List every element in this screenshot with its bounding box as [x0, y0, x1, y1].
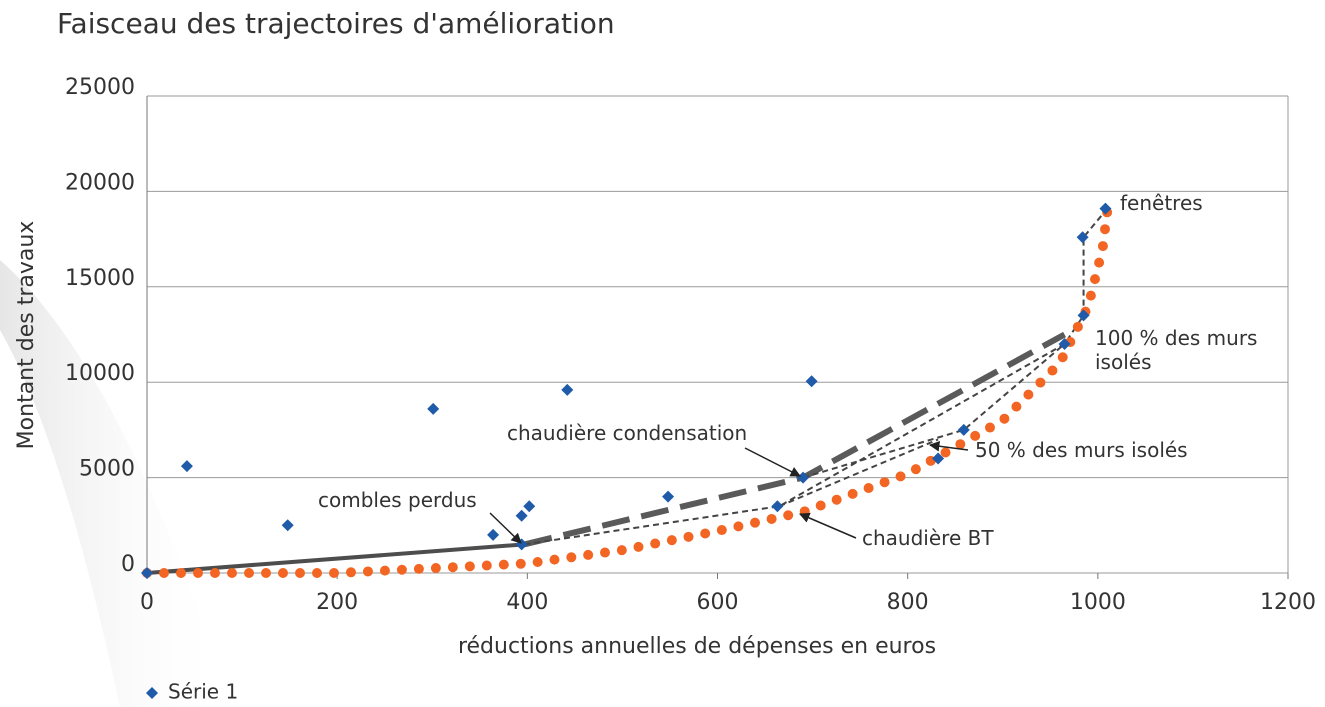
scatter-point: [771, 500, 784, 513]
scatter-point: [427, 402, 440, 415]
scatter-point: [523, 500, 536, 513]
y-tick-label: 25000: [65, 75, 135, 100]
x-tick-label: 0: [140, 590, 154, 615]
arrow: [928, 441, 969, 452]
x-tick-label: 1200: [1260, 590, 1316, 615]
x-tick-label: 800: [887, 590, 929, 615]
y-tick-label: 20000: [65, 170, 135, 195]
x-tick-label: 400: [506, 590, 548, 615]
scatter-point: [487, 528, 500, 541]
chart-title: Faisceau des trajectoires d'amélioration: [57, 7, 615, 40]
annotation-arrows: [489, 441, 969, 544]
scatter-point: [957, 423, 970, 436]
line-series: [524, 207, 1109, 546]
y-tick-label: 5000: [79, 457, 135, 482]
y-tick-label: 10000: [65, 361, 135, 386]
y-tick-label: 0: [121, 552, 135, 577]
annotation: 50 % des murs isolés: [975, 438, 1188, 462]
scatter-point: [281, 519, 294, 532]
annotation: chaudière BT: [862, 526, 994, 550]
scatter-point: [180, 460, 193, 473]
scatter-point: [805, 375, 818, 388]
x-tick-label: 1000: [1070, 590, 1126, 615]
y-tick-label: 15000: [65, 266, 135, 291]
scatter-point: [1077, 309, 1090, 322]
legend-label: Série 1: [168, 680, 238, 704]
scatter-point: [515, 509, 528, 522]
x-axis-title: réductions annuelles de dépenses en euro…: [458, 634, 936, 659]
scatter-point: [662, 490, 675, 503]
legend-marker: [146, 687, 158, 699]
scatter-point: [1099, 202, 1112, 215]
line-series: [802, 343, 1066, 479]
arrow: [489, 512, 522, 544]
x-tick-label: 200: [316, 590, 358, 615]
scatter-point: [1076, 231, 1089, 244]
scatter-point: [561, 383, 574, 396]
line-series: [778, 438, 939, 508]
scatter-point: [1058, 338, 1071, 351]
line-series: [142, 205, 1113, 578]
x-tick-label: 600: [697, 590, 739, 615]
annotation: fenêtres: [1120, 191, 1203, 215]
annotation: chaudière condensation: [507, 421, 748, 445]
arrow: [744, 447, 801, 477]
annotation: 100 % des murs isolés: [1095, 326, 1258, 374]
scatter-point: [932, 452, 945, 465]
y-axis-title: Montant des travaux: [14, 221, 39, 450]
background-swoosh: [0, 260, 230, 707]
line-series: [146, 542, 525, 575]
scatter-point: [141, 567, 153, 579]
annotation: combles perdus: [318, 488, 477, 512]
arrow: [799, 512, 857, 539]
